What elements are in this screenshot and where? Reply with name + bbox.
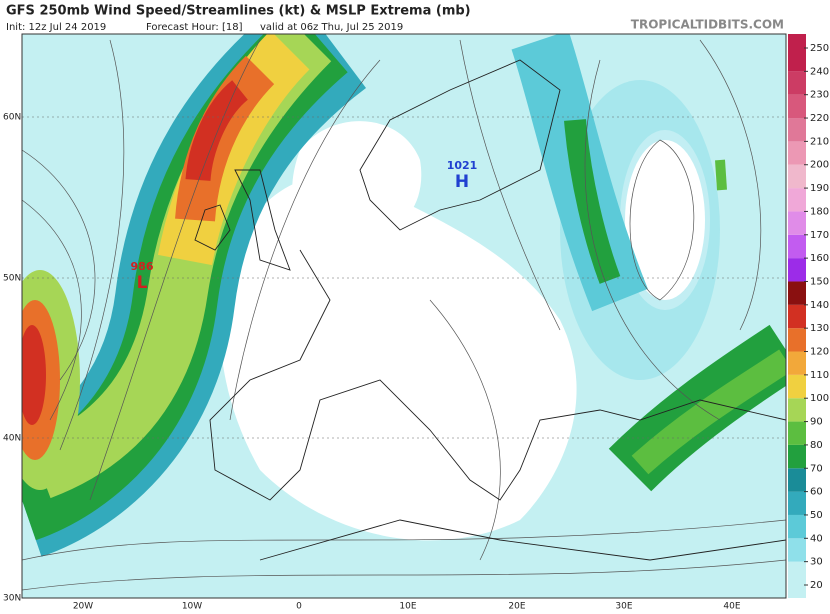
colorbar-label: 210: [810, 136, 829, 147]
colorbar-swatch: [788, 48, 806, 72]
colorbar-label: 20: [810, 580, 823, 591]
colorbar-swatch: [788, 328, 806, 352]
longitude-label: 20W: [73, 602, 93, 612]
colorbar-swatch: [788, 468, 806, 492]
colorbar-label: 150: [810, 276, 829, 287]
colorbar-swatch: [788, 258, 806, 282]
map: [22, 34, 786, 598]
latitude-label: 50N: [3, 274, 21, 284]
colorbar-swatch: [788, 94, 806, 119]
colorbar-swatch: [788, 141, 806, 165]
colorbar-swatch: [788, 281, 806, 305]
colorbar-swatch: [788, 444, 806, 469]
longitude-label: 0: [296, 602, 302, 612]
colorbar-swatch: [788, 34, 806, 48]
colorbar-swatch: [788, 421, 806, 445]
colorbar-swatch: [788, 351, 806, 375]
latitude-label: 40N: [3, 434, 21, 444]
colorbar-label: 160: [810, 253, 829, 264]
colorbar-label: 30: [810, 557, 823, 568]
colorbar-swatch: [788, 211, 806, 235]
colorbar-swatch: [788, 71, 806, 95]
latitude-label: 30N: [3, 594, 21, 604]
colorbar-swatch: [788, 188, 806, 212]
colorbar-label: 110: [810, 370, 829, 381]
colorbar-label: 60: [810, 487, 823, 498]
colorbar-label: 230: [810, 90, 829, 101]
colorbar-swatch: [788, 491, 806, 515]
colorbar-swatch: [788, 118, 806, 142]
pressure-symbol: L: [137, 273, 148, 293]
colorbar-label: 190: [810, 183, 829, 194]
colorbar-swatch: [788, 234, 806, 259]
colorbar-swatch: [788, 398, 806, 422]
colorbar-label: 100: [810, 393, 829, 404]
colorbar-swatch: [788, 374, 806, 399]
colorbar-swatch: [788, 164, 806, 189]
longitude-label: 40E: [723, 602, 740, 612]
forecast: Forecast Hour: [18]: [146, 22, 243, 33]
colorbar-swatch: [788, 561, 806, 585]
latitude-label: 60N: [3, 113, 21, 123]
colorbar-label: 250: [810, 43, 829, 54]
colorbar-label: 240: [810, 66, 829, 77]
colorbar-label: 40: [810, 533, 823, 544]
pressure-symbol: H: [455, 172, 469, 192]
pressure-value: 1021: [447, 159, 478, 172]
title: GFS 250mb Wind Speed/Streamlines (kt) & …: [6, 4, 471, 19]
colorbar-swatch: [788, 304, 806, 329]
colorbar-swatch: [788, 538, 806, 562]
init: Init: 12z Jul 24 2019: [6, 22, 106, 33]
colorbar-label: 180: [810, 206, 829, 217]
longitude-label: 30E: [615, 602, 632, 612]
colorbar-label: 200: [810, 160, 829, 171]
colorbar-label: 130: [810, 323, 829, 334]
colorbar-swatch: [788, 585, 806, 598]
colorbar-label: 220: [810, 113, 829, 124]
valid: valid at 06z Thu, Jul 25 2019: [260, 22, 403, 33]
colorbar-label: 50: [810, 510, 823, 521]
pressure-value: 986: [131, 260, 154, 273]
longitude-label: 10E: [399, 602, 416, 612]
watermark: TROPICALTIDBITS.COM: [631, 18, 784, 32]
longitude-label: 10W: [182, 602, 202, 612]
colorbar-label: 140: [810, 300, 829, 311]
colorbar-label: 70: [810, 463, 823, 474]
colorbar-label: 80: [810, 440, 823, 451]
colorbar-swatch: [788, 514, 806, 539]
longitude-label: 20E: [508, 602, 525, 612]
colorbar-label: 170: [810, 230, 829, 241]
colorbar-label: 90: [810, 417, 823, 428]
colorbar-label: 120: [810, 347, 829, 358]
